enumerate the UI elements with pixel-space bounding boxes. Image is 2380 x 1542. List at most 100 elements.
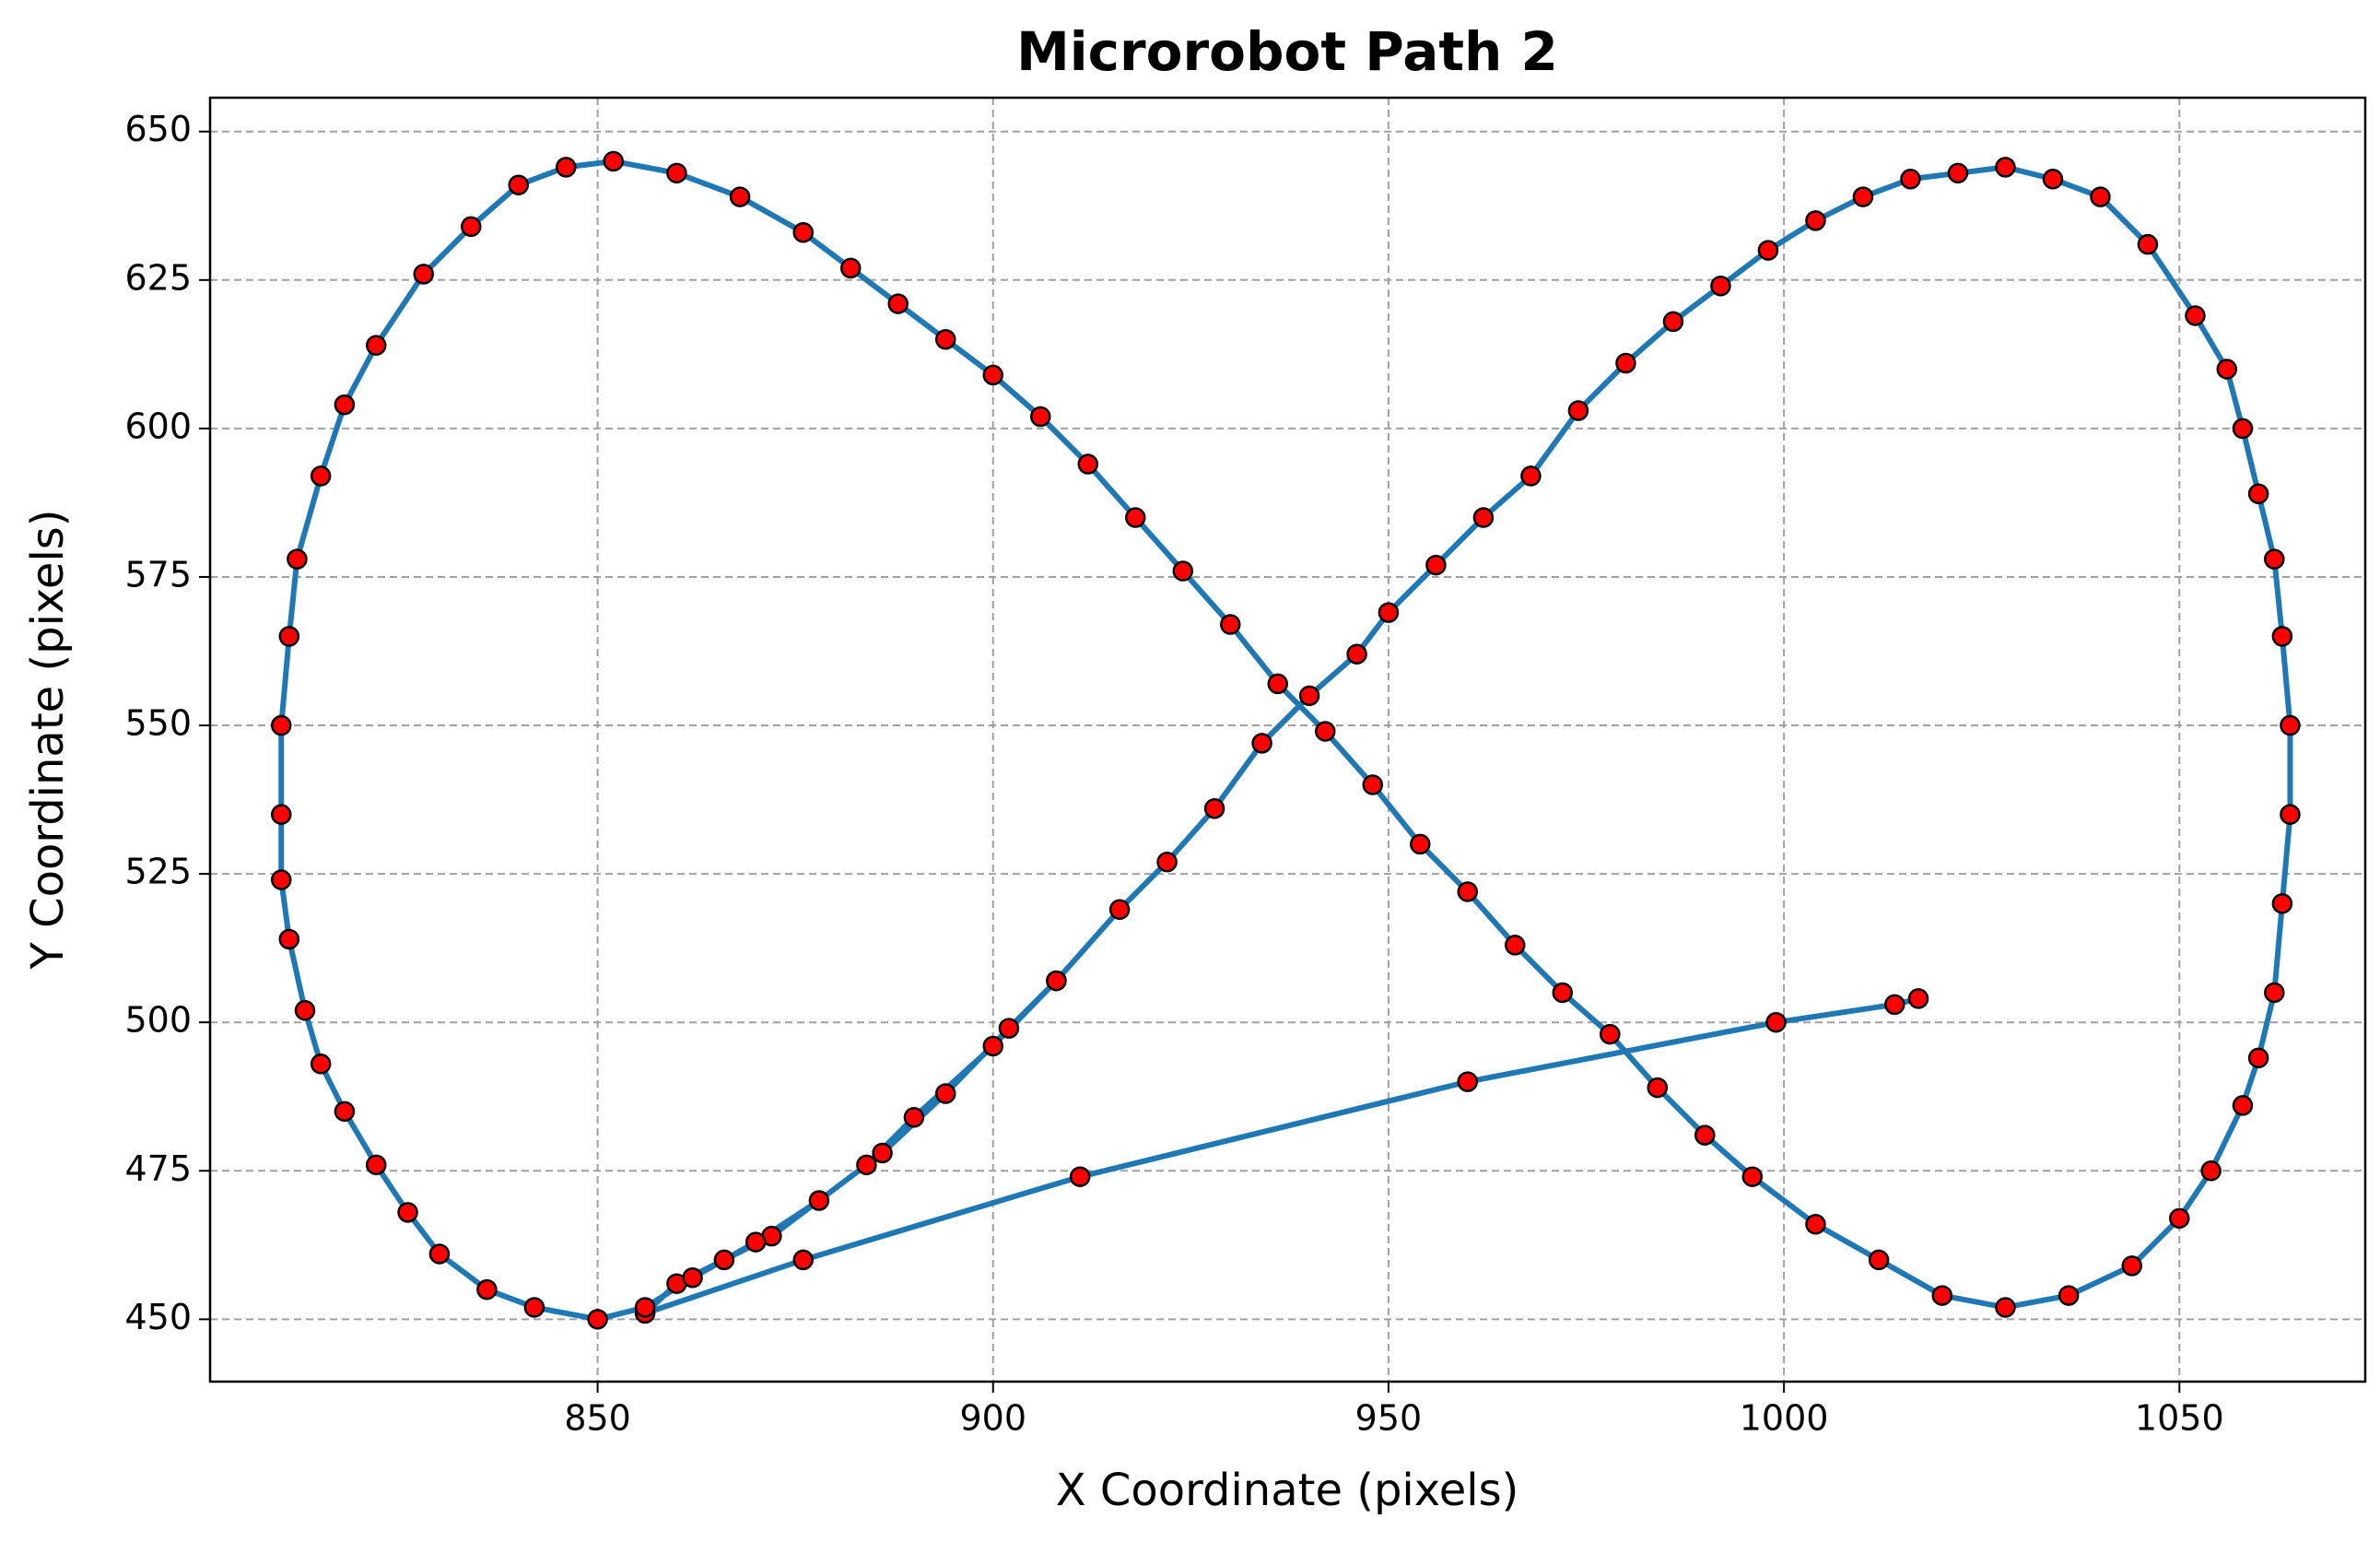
point [903, 1107, 925, 1128]
point [856, 1154, 877, 1176]
point [1647, 1077, 1669, 1099]
point [1900, 169, 1921, 190]
point [1472, 507, 1495, 528]
point [271, 804, 292, 825]
y-tick-label: 600 [124, 406, 192, 446]
point [1615, 352, 1636, 374]
point [271, 714, 292, 736]
point [2271, 626, 2293, 647]
point [1947, 162, 1969, 184]
point [603, 150, 625, 172]
point [278, 626, 300, 647]
x-tick-label: 850 [564, 1398, 631, 1439]
point [310, 1054, 332, 1075]
point [887, 293, 909, 314]
point [287, 548, 308, 570]
point [682, 1266, 703, 1289]
point [294, 1000, 316, 1021]
point [1046, 970, 1067, 992]
y-tick-label: 550 [124, 703, 192, 744]
point [1852, 186, 1874, 207]
point [2280, 714, 2301, 736]
point [1298, 685, 1320, 707]
y-tick-label: 625 [124, 257, 192, 298]
y-tick-label: 450 [124, 1297, 192, 1337]
point [2137, 233, 2159, 255]
point [1694, 1124, 1716, 1146]
point [713, 1249, 735, 1271]
point [2232, 1095, 2254, 1116]
point [366, 1154, 387, 1176]
point [1757, 240, 1779, 261]
point [666, 162, 687, 184]
point [745, 1231, 767, 1253]
point [2058, 1285, 2080, 1306]
x-tick-label: 1050 [2135, 1398, 2224, 1439]
point [2042, 169, 2064, 190]
point [508, 174, 530, 195]
point [310, 465, 332, 487]
point [729, 186, 751, 207]
point [278, 928, 300, 950]
point [2280, 804, 2301, 825]
point [1069, 1166, 1091, 1187]
point [2247, 1047, 2269, 1069]
point [428, 1243, 451, 1265]
point [982, 1035, 1004, 1057]
point [461, 216, 482, 238]
point [935, 1083, 956, 1104]
point [1362, 774, 1384, 795]
point [808, 1190, 830, 1211]
path-line [278, 158, 2293, 1323]
point [334, 1101, 356, 1123]
point [1907, 988, 1929, 1009]
point [1425, 554, 1447, 576]
x-tick-label: 900 [959, 1398, 1026, 1439]
point [2121, 1255, 2143, 1277]
point [1805, 1214, 1826, 1235]
point [1931, 1285, 1953, 1306]
point [271, 869, 292, 890]
point [1710, 275, 1731, 297]
point [2185, 305, 2206, 326]
point [2264, 548, 2285, 570]
point [1600, 1023, 1621, 1045]
point [1662, 311, 1684, 333]
point [2264, 982, 2285, 1004]
point [2169, 1207, 2190, 1230]
point [587, 1309, 608, 1330]
point [792, 222, 815, 243]
point [413, 264, 435, 285]
point [1868, 1249, 1890, 1271]
point [840, 257, 862, 279]
point [1346, 643, 1367, 665]
point [1884, 994, 1905, 1016]
y-axis-label: Y Coordinate (pixels) [22, 509, 74, 970]
x-tick-label: 950 [1355, 1398, 1423, 1439]
point [366, 335, 387, 356]
y-tick-label: 650 [124, 109, 192, 149]
point [2200, 1160, 2222, 1182]
point [2232, 418, 2254, 440]
point [1805, 210, 1826, 231]
point [334, 394, 356, 416]
point [1030, 406, 1051, 428]
point [1410, 833, 1431, 855]
point [476, 1278, 498, 1301]
point [1108, 899, 1131, 921]
point [1125, 507, 1146, 528]
point [1995, 157, 2016, 178]
point [2247, 483, 2269, 505]
point [792, 1249, 815, 1271]
point [1457, 881, 1479, 902]
point [1267, 673, 1289, 695]
point [1741, 1166, 1764, 1187]
y-tick-label: 475 [124, 1148, 192, 1189]
point [1220, 614, 1241, 635]
point [2090, 186, 2111, 207]
x-axis-label: X Coordinate (pixels) [1056, 1465, 1519, 1516]
point [1567, 400, 1589, 421]
point [982, 364, 1004, 386]
point [1378, 602, 1400, 623]
